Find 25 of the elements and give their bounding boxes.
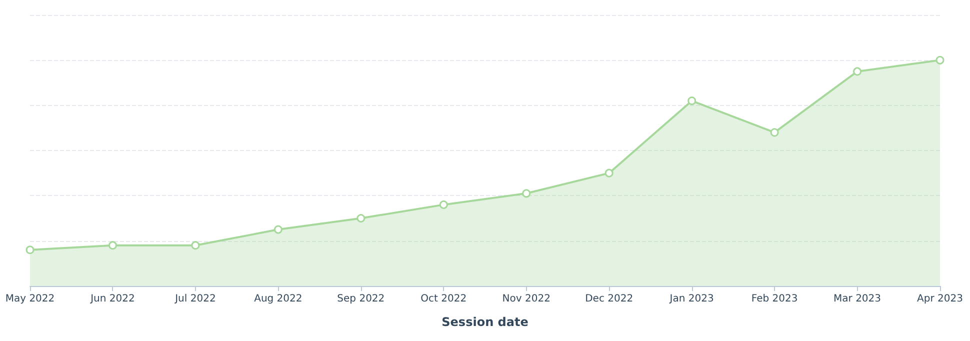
x-tick-label: Aug 2022 bbox=[254, 294, 302, 304]
point bbox=[688, 96, 696, 106]
point bbox=[108, 241, 117, 250]
x-tick-label: Oct 2022 bbox=[420, 294, 467, 304]
x-tick-label: Apr 2023 bbox=[917, 294, 963, 304]
point bbox=[356, 214, 366, 222]
x-tick-label: Sep 2022 bbox=[337, 294, 385, 304]
x-tick-label: May 2022 bbox=[5, 294, 55, 304]
x-axis-title: Session date bbox=[442, 315, 528, 329]
x-tick-label: Feb 2023 bbox=[751, 294, 798, 304]
point bbox=[439, 200, 448, 209]
x-tick-label: Jul 2022 bbox=[174, 294, 216, 304]
point bbox=[770, 128, 779, 137]
point bbox=[274, 225, 282, 234]
point bbox=[26, 246, 34, 254]
point bbox=[604, 168, 614, 178]
point bbox=[936, 56, 944, 64]
x-tick-label: Jun 2022 bbox=[90, 294, 135, 304]
point bbox=[522, 189, 531, 198]
x-tick-label: Mar 2023 bbox=[834, 294, 882, 304]
point bbox=[191, 241, 200, 250]
x-tick-label: Nov 2022 bbox=[502, 294, 550, 304]
point bbox=[853, 67, 862, 76]
x-tick-label: Dec 2022 bbox=[585, 294, 634, 304]
x-tick-label: Jan 2023 bbox=[668, 294, 714, 304]
